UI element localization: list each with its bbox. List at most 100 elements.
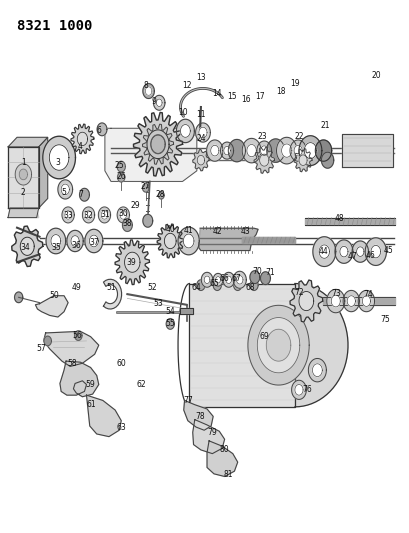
Polygon shape (257, 318, 299, 373)
Polygon shape (103, 279, 121, 309)
Polygon shape (117, 161, 125, 172)
Text: 36: 36 (71, 241, 81, 250)
Polygon shape (241, 237, 294, 243)
Polygon shape (51, 235, 61, 247)
Polygon shape (315, 140, 331, 161)
Text: 25: 25 (114, 161, 124, 170)
Polygon shape (198, 127, 207, 138)
Text: 72: 72 (293, 287, 303, 296)
Polygon shape (176, 119, 194, 143)
Polygon shape (246, 144, 256, 157)
Polygon shape (322, 297, 394, 305)
Text: 74: 74 (363, 289, 373, 298)
Text: 10: 10 (177, 108, 187, 117)
Text: 54: 54 (165, 307, 175, 316)
Polygon shape (19, 169, 27, 180)
Polygon shape (150, 135, 165, 154)
Polygon shape (321, 152, 333, 168)
Polygon shape (195, 123, 210, 142)
Text: 32: 32 (83, 211, 93, 220)
Polygon shape (61, 184, 69, 195)
Text: 20: 20 (371, 70, 380, 79)
Text: 9: 9 (151, 97, 156, 106)
Text: 73: 73 (330, 288, 340, 297)
Polygon shape (291, 380, 306, 399)
Text: 2: 2 (21, 188, 25, 197)
Text: 66: 66 (219, 273, 229, 282)
Polygon shape (85, 211, 92, 219)
Polygon shape (164, 233, 176, 248)
Polygon shape (117, 172, 125, 182)
Text: 57: 57 (36, 344, 46, 353)
Text: 27: 27 (141, 182, 150, 191)
Polygon shape (326, 289, 344, 313)
Polygon shape (65, 211, 71, 219)
Polygon shape (49, 145, 69, 170)
Polygon shape (89, 235, 98, 247)
Polygon shape (142, 124, 173, 164)
Polygon shape (166, 319, 174, 329)
Text: 41: 41 (183, 226, 193, 235)
Polygon shape (8, 138, 47, 147)
Polygon shape (289, 280, 322, 322)
Polygon shape (225, 276, 231, 284)
Polygon shape (259, 154, 268, 166)
Polygon shape (249, 271, 259, 284)
Text: 63: 63 (116, 423, 126, 432)
Polygon shape (249, 280, 258, 290)
Polygon shape (294, 284, 347, 407)
Polygon shape (101, 211, 108, 219)
Polygon shape (105, 128, 196, 181)
Polygon shape (15, 164, 31, 185)
Polygon shape (266, 139, 284, 163)
Polygon shape (43, 136, 75, 179)
Text: 39: 39 (126, 258, 136, 266)
Polygon shape (260, 146, 267, 156)
Text: 1: 1 (21, 158, 25, 167)
Polygon shape (60, 361, 99, 397)
Polygon shape (183, 400, 213, 430)
Polygon shape (312, 237, 335, 266)
Polygon shape (85, 229, 103, 253)
Polygon shape (178, 227, 199, 255)
Polygon shape (180, 125, 190, 138)
Polygon shape (197, 156, 204, 165)
Polygon shape (304, 217, 394, 225)
Polygon shape (142, 183, 148, 192)
Text: 38: 38 (122, 220, 132, 229)
Text: 43: 43 (240, 228, 250, 237)
Text: 40: 40 (165, 225, 175, 234)
Polygon shape (8, 147, 38, 208)
Polygon shape (38, 138, 47, 208)
Polygon shape (120, 211, 126, 219)
Text: 75: 75 (379, 315, 389, 324)
Polygon shape (189, 284, 294, 407)
Text: 53: 53 (153, 299, 162, 308)
Text: 49: 49 (71, 283, 81, 292)
Polygon shape (364, 238, 385, 265)
Text: 30: 30 (118, 209, 128, 218)
Text: 33: 33 (63, 211, 73, 220)
Polygon shape (289, 140, 306, 161)
Text: 58: 58 (67, 359, 77, 368)
Polygon shape (44, 336, 51, 346)
Polygon shape (228, 140, 245, 162)
Text: 68: 68 (245, 283, 255, 292)
Polygon shape (254, 147, 274, 173)
Polygon shape (298, 155, 306, 165)
Text: 14: 14 (212, 89, 222, 98)
Polygon shape (298, 136, 321, 165)
Text: 11: 11 (196, 110, 205, 119)
Polygon shape (143, 84, 154, 99)
Polygon shape (351, 241, 368, 262)
Polygon shape (71, 236, 79, 246)
Polygon shape (46, 228, 65, 254)
Polygon shape (71, 124, 94, 154)
Polygon shape (124, 252, 139, 272)
Polygon shape (133, 112, 182, 176)
Text: 69: 69 (259, 332, 269, 341)
Polygon shape (293, 146, 301, 156)
Text: 28: 28 (155, 190, 164, 199)
Polygon shape (74, 331, 82, 341)
Text: 81: 81 (223, 471, 233, 479)
